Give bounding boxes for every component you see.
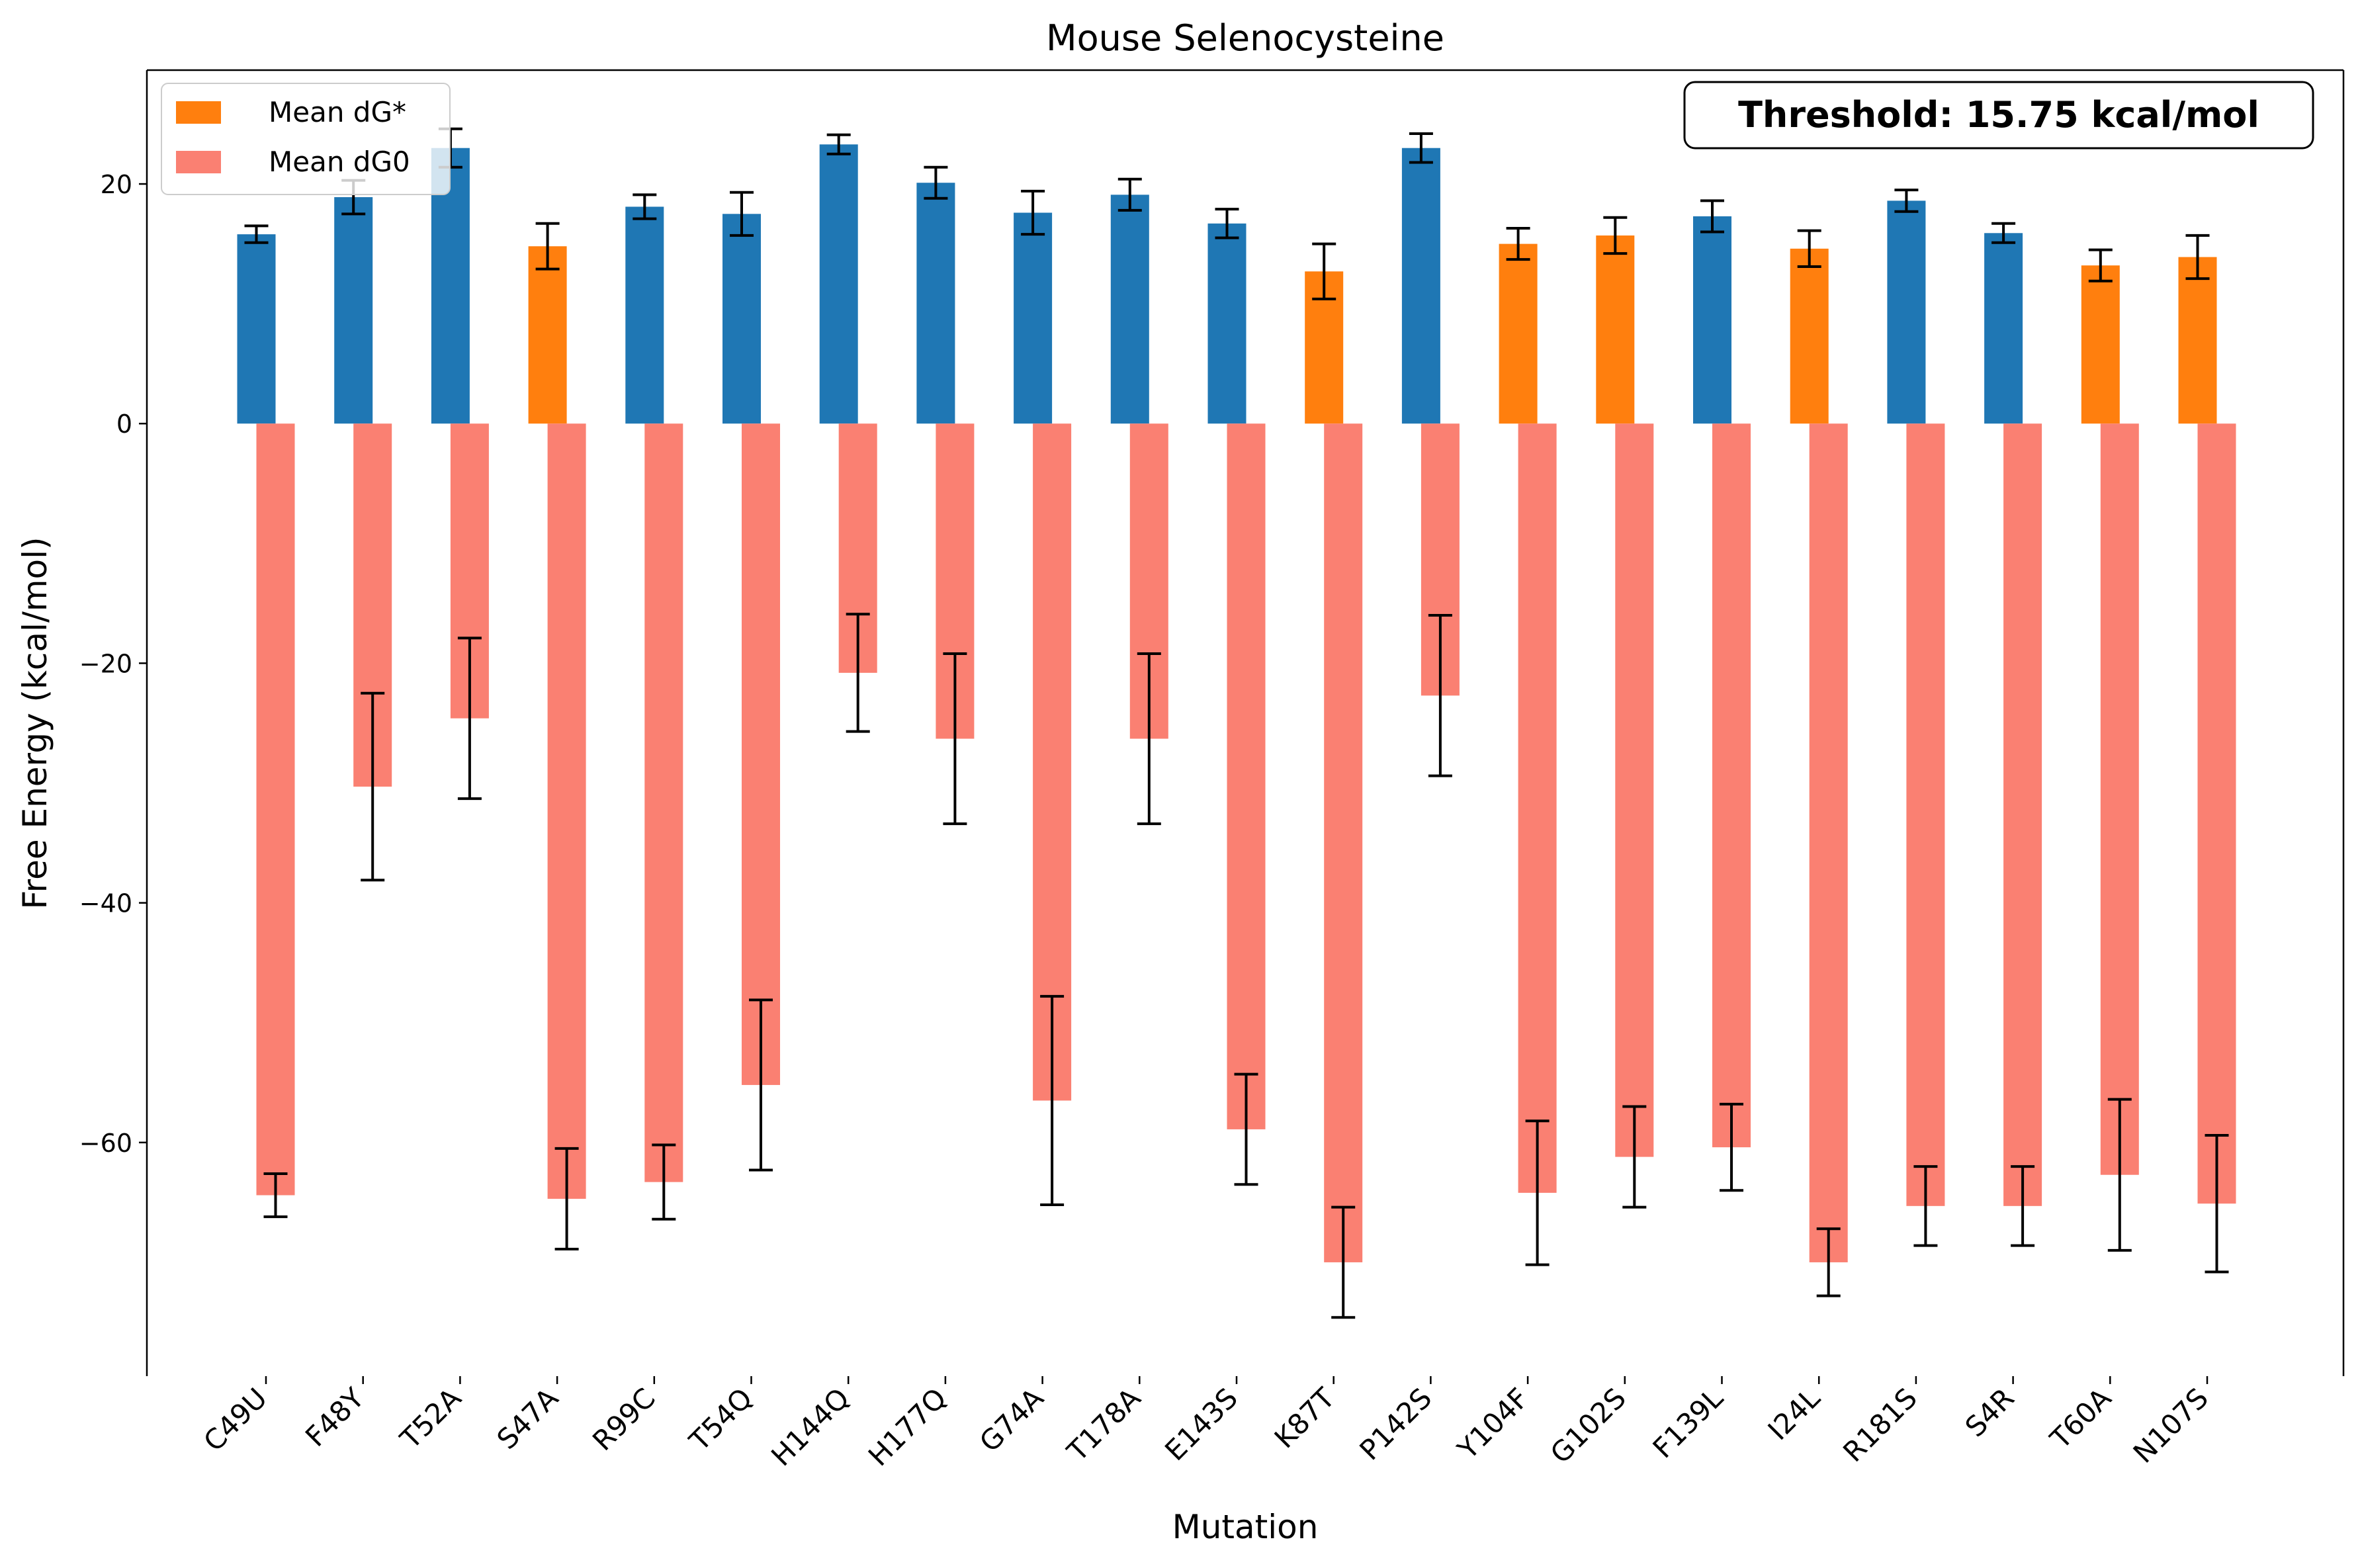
errorbar-dg0-r99c xyxy=(652,1143,676,1221)
threshold-text: Threshold: 15.75 kcal/mol xyxy=(1738,94,2259,136)
errorbar-dg-star-t54q xyxy=(730,191,754,237)
errorbar-dg0-k87t xyxy=(1331,1205,1356,1319)
bar-dg-star-t54q xyxy=(722,214,761,424)
legend-label-dg-star: Mean dG* xyxy=(269,96,406,128)
bar-dg-star-f48y xyxy=(334,196,373,424)
bar-dg0-g102s xyxy=(1615,423,1654,1157)
errorbar-dg-star-h177q xyxy=(924,165,948,200)
y-tick-label: −40 xyxy=(79,889,132,918)
bar-dg-star-i24l xyxy=(1790,248,1829,424)
bar-dg-star-n107s xyxy=(2178,257,2217,424)
bar-dg0-g74a xyxy=(1033,423,1072,1101)
errorbar-dg-star-t178a xyxy=(1117,177,1142,212)
bar-dg-star-h144q xyxy=(819,144,858,424)
legend-swatch-dg-star xyxy=(176,101,221,124)
bar-dg0-r99c xyxy=(644,423,683,1182)
bar-dg0-t60a xyxy=(2100,423,2139,1175)
errorbar-dg-star-p142s xyxy=(1409,132,1433,164)
legend: Mean dG* Mean dG0 xyxy=(161,83,451,195)
threshold-annotation: Threshold: 15.75 kcal/mol xyxy=(1683,81,2314,150)
bar-dg0-s47a xyxy=(547,423,586,1199)
bar-dg-star-t178a xyxy=(1110,195,1149,424)
y-axis-label: Free Energy (kcal/mol) xyxy=(16,537,54,910)
errorbar-dg-star-h144q xyxy=(826,133,851,155)
errorbar-dg0-h177q xyxy=(943,652,967,826)
bar-dg0-i24l xyxy=(1809,423,1848,1262)
errorbars-layer xyxy=(244,127,2229,1319)
bar-dg-star-s4r xyxy=(1984,233,2023,424)
errorbar-dg0-c49u xyxy=(263,1172,288,1219)
errorbar-dg0-f139l xyxy=(1720,1102,1743,1192)
errorbar-dg0-t52a xyxy=(457,636,482,801)
bar-dg0-t54q xyxy=(742,423,780,1085)
x-axis-label: Mutation xyxy=(1172,1508,1319,1546)
bar-dg-star-c49u xyxy=(237,234,276,424)
bar-dg-star-s47a xyxy=(528,246,567,424)
threshold-box xyxy=(1683,81,2314,150)
legend-swatch-dg0 xyxy=(176,151,221,173)
y-tick-label: 0 xyxy=(116,410,132,439)
bar-dg-star-p142s xyxy=(1401,148,1440,424)
bar-dg-star-h177q xyxy=(916,183,955,424)
errorbar-dg-star-c49u xyxy=(244,224,269,244)
errorbar-dg0-s4r xyxy=(2011,1165,2035,1247)
errorbar-dg0-n107s xyxy=(2205,1133,2229,1274)
errorbar-dg0-p142s xyxy=(1428,614,1452,777)
errorbar-dg0-e143s xyxy=(1234,1072,1258,1186)
errorbar-dg0-s47a xyxy=(554,1147,579,1251)
y-tick-label: −20 xyxy=(79,649,132,678)
errorbar-dg0-t54q xyxy=(749,998,773,1172)
bar-dg-star-g102s xyxy=(1596,235,1635,424)
errorbar-dg0-r181s xyxy=(1913,1165,1938,1247)
bar-dg-star-r99c xyxy=(625,206,664,424)
chart-title: Mouse Selenocysteine xyxy=(1046,17,1444,59)
bars-layer xyxy=(237,144,2236,1262)
errorbar-dg0-f48y xyxy=(361,691,385,882)
errorbar-dg0-t60a xyxy=(2107,1098,2132,1252)
bar-dg0-s4r xyxy=(2003,423,2042,1206)
errorbar-dg-star-s4r xyxy=(1991,222,2016,244)
errorbar-dg0-h144q xyxy=(846,613,870,733)
bar-dg-star-e143s xyxy=(1207,223,1247,424)
errorbar-dg-star-g74a xyxy=(1021,189,1045,236)
errorbar-dg0-g74a xyxy=(1040,994,1065,1207)
y-tick-label: 20 xyxy=(101,170,132,199)
errorbar-dg0-y104f xyxy=(1525,1119,1550,1266)
bar-dg-star-t60a xyxy=(2081,265,2120,424)
errorbar-dg-star-g102s xyxy=(1603,216,1628,255)
errorbar-dg0-g102s xyxy=(1622,1105,1647,1209)
bar-dg0-k87t xyxy=(1324,423,1363,1262)
errorbar-dg-star-n107s xyxy=(2185,234,2210,281)
bar-dg-star-f139l xyxy=(1693,216,1731,424)
errorbar-dg-star-f139l xyxy=(1700,199,1724,234)
errorbar-dg-star-s47a xyxy=(535,222,560,271)
errorbar-dg-star-r99c xyxy=(633,193,657,220)
bar-dg0-r181s xyxy=(1906,423,1945,1206)
bar-dg-star-g74a xyxy=(1014,212,1053,424)
errorbar-dg-star-k87t xyxy=(1312,242,1336,300)
errorbar-dg-star-r181s xyxy=(1894,189,1919,213)
bar-dg0-c49u xyxy=(256,423,295,1196)
bar-dg0-f139l xyxy=(1712,423,1751,1148)
bar-dg0-e143s xyxy=(1227,423,1266,1129)
errorbar-dg0-i24l xyxy=(1816,1227,1841,1297)
errorbar-dg-star-e143s xyxy=(1215,208,1239,240)
y-tick-label: −60 xyxy=(79,1129,132,1158)
bar-dg-star-y104f xyxy=(1499,243,1538,424)
legend-frame xyxy=(161,83,451,195)
bar-dg0-y104f xyxy=(1518,423,1557,1193)
errorbar-dg-star-y104f xyxy=(1506,227,1530,261)
bar-dg0-n107s xyxy=(2197,423,2236,1204)
errorbar-dg0-t178a xyxy=(1137,652,1161,826)
legend-label-dg0: Mean dG0 xyxy=(269,146,410,178)
y-ticks: −60 −40 −20 0 20 xyxy=(79,170,147,1158)
errorbar-dg-star-t60a xyxy=(2088,248,2113,283)
errorbar-dg-star-i24l xyxy=(1797,229,1821,269)
bar-dg-star-r181s xyxy=(1887,200,1926,424)
